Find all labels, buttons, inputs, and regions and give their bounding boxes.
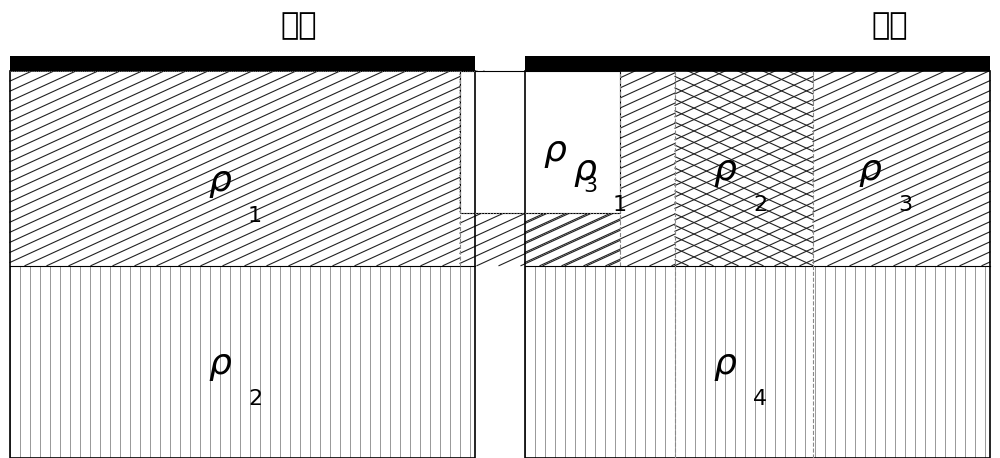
Text: 空气: 空气 bbox=[280, 11, 317, 40]
Bar bbox=[525, 71, 990, 458]
Text: $\rho$: $\rho$ bbox=[713, 155, 737, 189]
Bar bbox=[525, 56, 990, 71]
Bar bbox=[525, 71, 990, 458]
Bar bbox=[10, 71, 475, 458]
Text: $\rho$: $\rho$ bbox=[208, 166, 232, 200]
Text: 3: 3 bbox=[583, 176, 597, 196]
Text: $\rho$: $\rho$ bbox=[713, 349, 737, 383]
Text: $\rho$: $\rho$ bbox=[208, 349, 232, 383]
Text: $\rho$: $\rho$ bbox=[573, 155, 597, 189]
Text: 2: 2 bbox=[248, 389, 262, 409]
Text: $\rho$: $\rho$ bbox=[858, 155, 882, 189]
Text: 1: 1 bbox=[613, 195, 627, 215]
Text: $\rho$: $\rho$ bbox=[543, 136, 567, 170]
Bar bbox=[10, 56, 475, 71]
Text: 4: 4 bbox=[753, 389, 767, 409]
Text: 3: 3 bbox=[898, 195, 912, 215]
Bar bbox=[10, 71, 475, 458]
Text: 1: 1 bbox=[248, 206, 262, 226]
Text: 空气: 空气 bbox=[872, 11, 908, 40]
Text: 2: 2 bbox=[753, 195, 767, 215]
Bar bbox=[460, 71, 620, 213]
